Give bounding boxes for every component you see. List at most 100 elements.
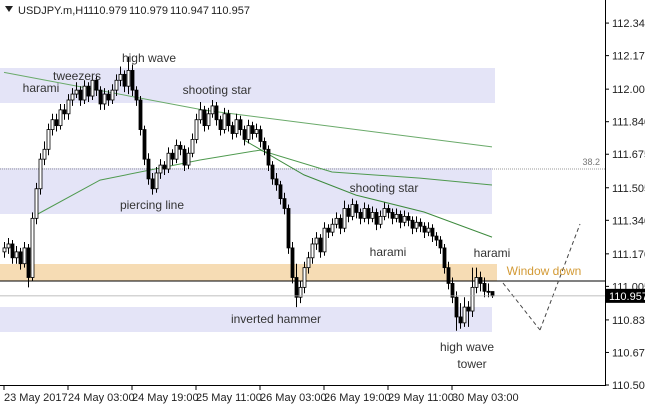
candle-body bbox=[2, 247, 7, 253]
candle-body bbox=[190, 139, 195, 154]
price-tag-label: 110.957 bbox=[609, 291, 645, 303]
y-tick-label: 111.840 bbox=[612, 117, 645, 129]
candle-body bbox=[74, 89, 79, 95]
candle-body bbox=[42, 148, 47, 160]
moving-average bbox=[35, 149, 493, 216]
candle-body bbox=[38, 158, 43, 190]
candle-body bbox=[182, 148, 187, 166]
candle-body bbox=[290, 247, 295, 278]
candle-body bbox=[54, 119, 59, 127]
candle-body bbox=[446, 267, 451, 284]
candle-body bbox=[246, 125, 251, 140]
annotation: harami bbox=[474, 246, 511, 260]
high: 110.979 bbox=[129, 5, 168, 17]
candle-body bbox=[154, 172, 159, 190]
annotation: high wave bbox=[122, 51, 176, 65]
candle-body bbox=[462, 306, 467, 324]
candle-body bbox=[150, 178, 155, 190]
candle-body bbox=[358, 212, 363, 219]
candle-body bbox=[34, 188, 39, 219]
annotation: Window down bbox=[507, 264, 582, 278]
annotation: tweezers bbox=[53, 69, 101, 83]
candle-body bbox=[170, 152, 175, 160]
candle-body bbox=[402, 215, 407, 223]
candle-body bbox=[162, 164, 167, 170]
candle-body bbox=[294, 277, 299, 298]
candle-body bbox=[146, 158, 151, 180]
candle-body bbox=[482, 283, 487, 292]
x-tick-label: 30 May 03:00 bbox=[452, 392, 519, 404]
zone bbox=[0, 168, 492, 214]
y-tick-label: 112.340 bbox=[612, 18, 645, 30]
candle-body bbox=[134, 89, 139, 101]
candle-body bbox=[322, 227, 327, 253]
candle-body bbox=[266, 148, 271, 166]
candle-body bbox=[194, 119, 199, 140]
candle-body bbox=[226, 113, 231, 127]
candle-body bbox=[258, 129, 263, 142]
candle-body bbox=[354, 204, 359, 213]
candle-body bbox=[394, 213, 399, 219]
candle-body bbox=[350, 204, 355, 217]
annotation: tower bbox=[457, 357, 486, 371]
candle-body bbox=[410, 219, 415, 229]
candle-body bbox=[346, 208, 351, 217]
candle-body bbox=[230, 125, 235, 134]
low: 110.947 bbox=[170, 5, 209, 17]
candle-body bbox=[442, 247, 447, 269]
projection bbox=[539, 223, 581, 331]
annotation: high wave bbox=[440, 340, 494, 354]
candle-body bbox=[126, 70, 131, 87]
symbol: USDJPY.m,H1 bbox=[18, 5, 89, 17]
menu-arrow[interactable] bbox=[5, 6, 13, 12]
candle-body bbox=[50, 119, 55, 130]
candle-body bbox=[58, 109, 63, 127]
candle-body bbox=[386, 208, 391, 213]
candle-body bbox=[318, 237, 323, 253]
y-tick-label: 110.670 bbox=[612, 347, 645, 359]
zones bbox=[0, 68, 605, 332]
candle-body bbox=[466, 306, 471, 312]
candle-body bbox=[250, 125, 255, 134]
annotation: inverted hammer bbox=[231, 312, 321, 326]
close: 110.957 bbox=[211, 5, 250, 17]
candle-body bbox=[474, 277, 479, 288]
candle-body bbox=[262, 141, 267, 150]
candle-body bbox=[370, 212, 375, 219]
candle-body bbox=[106, 93, 111, 101]
annotation: harami bbox=[23, 81, 60, 95]
candle-body bbox=[362, 208, 367, 219]
candle-body bbox=[378, 215, 383, 225]
candle-body bbox=[282, 198, 287, 209]
annotation: piercing line bbox=[120, 198, 184, 212]
candle-body bbox=[14, 251, 19, 259]
x-tick-label: 24 May 03:00 bbox=[68, 392, 135, 404]
candle-body bbox=[18, 251, 23, 265]
annotation: harami bbox=[370, 245, 407, 259]
y-tick-label: 111.340 bbox=[612, 215, 645, 227]
candle-body bbox=[270, 164, 275, 180]
candle-body bbox=[110, 89, 115, 101]
price-tag bbox=[606, 288, 645, 303]
candle-body bbox=[470, 286, 475, 312]
candle-body bbox=[6, 243, 11, 249]
y-tick-label: 111.170 bbox=[612, 249, 645, 261]
candle-body bbox=[114, 79, 119, 91]
candle-body bbox=[454, 296, 459, 318]
candle-body bbox=[438, 239, 443, 249]
candle-body bbox=[426, 227, 431, 233]
candle-body bbox=[222, 113, 227, 130]
candle-body bbox=[138, 99, 143, 130]
candle-body bbox=[398, 213, 403, 223]
candle-body bbox=[202, 109, 207, 127]
candle-body bbox=[310, 243, 315, 259]
fib-label: 38.2 bbox=[582, 157, 600, 167]
projection bbox=[502, 282, 541, 331]
candle-body bbox=[66, 99, 71, 115]
candle-body bbox=[102, 93, 107, 105]
candle-body bbox=[334, 217, 339, 225]
moving-average bbox=[243, 139, 493, 238]
candle-body bbox=[414, 221, 419, 229]
candle-body bbox=[78, 89, 83, 101]
